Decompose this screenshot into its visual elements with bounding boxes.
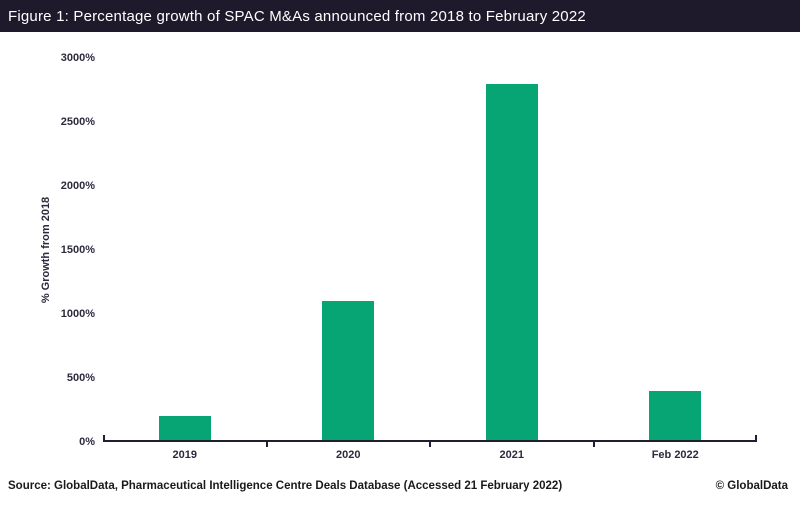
source-attribution: Source: GlobalData, Pharmaceutical Intel… (8, 480, 563, 492)
y-axis-tick-label: 500% (66, 371, 95, 384)
x-axis-tick-label: 2020 (336, 449, 361, 461)
bar-2019 (158, 416, 211, 442)
x-axis-tick-mark (592, 442, 595, 447)
figure-title: Figure 1: Percentage growth of SPAC M&As… (8, 7, 586, 25)
figure-footer: Source: GlobalData, Pharmaceutical Intel… (0, 470, 800, 508)
chart-plot-area: % Growth from 2018 0% 500% 1000% 1500% 2000%… (0, 32, 800, 470)
x-axis-tick-mark (429, 442, 431, 447)
x-axis-line (103, 440, 757, 442)
bar-2020 (322, 301, 375, 442)
globaldata-copyright: © GlobalData (715, 480, 788, 492)
x-axis-end-cap (103, 435, 105, 442)
x-axis-tick-label: Feb 2022 (651, 449, 699, 461)
y-axis-tick-label: 2500% (60, 115, 95, 128)
y-axis-tick-label: 0% (79, 435, 95, 448)
y-axis-tick-label: 2000% (60, 179, 95, 192)
x-axis-tick-label: 2019 (172, 449, 197, 461)
bar-2021 (485, 83, 538, 442)
x-axis-tick-label: 2021 (499, 449, 524, 461)
y-axis-tick-label: 3000% (60, 51, 95, 64)
y-axis-tick-label: 1000% (60, 307, 95, 320)
x-axis-tick-mark (265, 442, 268, 447)
x-axis-end-cap (755, 435, 757, 442)
y-axis-tick-label: 1500% (60, 243, 95, 256)
figure-title-bar: Figure 1: Percentage growth of SPAC M&As… (0, 0, 800, 32)
bar-feb-2022 (649, 390, 702, 442)
